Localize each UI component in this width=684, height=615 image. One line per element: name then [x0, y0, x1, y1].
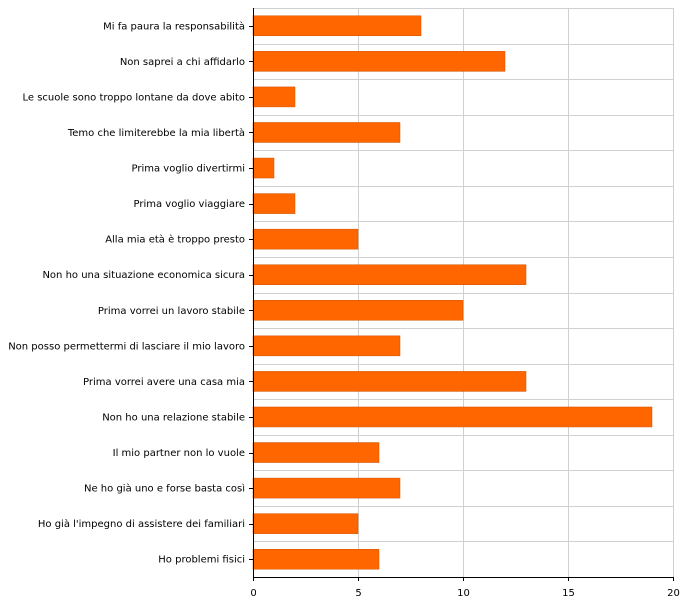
- bar-0: [252, 15, 422, 37]
- bar-14: [252, 513, 359, 534]
- labels-layer: Mi fa paura la responsabilità Non saprei …: [8, 20, 680, 599]
- bar-8: [252, 300, 464, 321]
- category-label-9: Non posso permettermi di lasciare il mio…: [8, 341, 245, 352]
- bar-9: [252, 335, 401, 357]
- category-label-1: Non saprei a chi affidarlo: [120, 57, 245, 68]
- category-label-14: Ho già l'impegno di assistere dei famili…: [38, 518, 245, 530]
- grid-layer: [253, 8, 674, 578]
- axis-layer: [249, 8, 674, 581]
- x-tick-label-2: 10: [457, 588, 470, 599]
- bar-4: [252, 157, 275, 179]
- category-label-15: Ho problemi fisici: [158, 555, 245, 566]
- category-label-0: Mi fa paura la responsabilità: [103, 20, 245, 32]
- bars-layer: [252, 15, 653, 570]
- category-label-7: Non ho una situazione economica sicura: [42, 270, 245, 281]
- category-label-6: Alla mia età è troppo presto: [105, 234, 245, 246]
- category-label-2: Le scuole sono troppo lontane da dove ab…: [23, 92, 246, 103]
- category-label-12: Il mio partner non lo vuole: [113, 448, 245, 459]
- bar-12: [252, 442, 380, 463]
- bar-10: [252, 371, 527, 392]
- x-tick-label-3: 15: [562, 588, 575, 599]
- bar-13: [252, 477, 401, 499]
- bar-2: [252, 86, 296, 108]
- category-label-13: Ne ho già uno e forse basta così: [84, 483, 245, 495]
- category-label-10: Prima vorrei avere una casa mia: [83, 377, 245, 388]
- bar-3: [252, 122, 401, 143]
- x-tick-label-4: 20: [667, 588, 680, 599]
- bar-7: [252, 264, 527, 285]
- bar-1: [252, 51, 506, 72]
- category-label-8: Prima vorrei un lavoro stabile: [98, 306, 245, 317]
- bar-6: [252, 228, 359, 250]
- x-tick-label-0: 0: [250, 588, 256, 599]
- category-label-4: Prima voglio divertirmi: [132, 164, 246, 175]
- x-tick-label-1: 5: [355, 588, 361, 599]
- category-label-5: Prima voglio viaggiare: [134, 199, 246, 210]
- bar-15: [252, 548, 380, 570]
- bar-11: [252, 406, 653, 428]
- category-label-3: Temo che limiterebbe la mia libertà: [67, 127, 245, 139]
- category-label-11: Non ho una relazione stabile: [102, 412, 245, 423]
- bar-5: [252, 193, 296, 214]
